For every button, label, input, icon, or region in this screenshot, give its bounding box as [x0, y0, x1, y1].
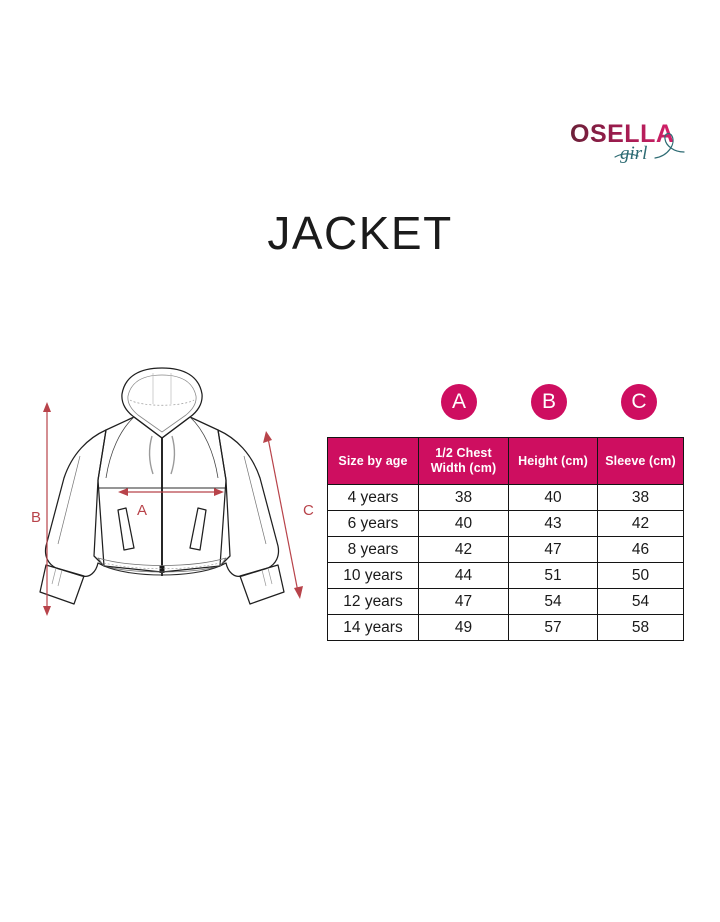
garment-illustration: B A C — [22, 360, 322, 650]
pocket-left — [117, 507, 135, 551]
measure-line-b — [43, 402, 51, 616]
cell-height: 40 — [508, 484, 598, 511]
sleeve-left — [44, 429, 107, 578]
cell-sleeve: 54 — [597, 588, 684, 615]
header-line: 1/2 Chest — [435, 446, 492, 460]
brand-script-girl: girl — [614, 133, 685, 164]
cell-sleeve: 58 — [597, 614, 684, 641]
page-title: JACKET — [267, 207, 453, 259]
hem-bottom — [103, 565, 221, 576]
cell-sleeve: 42 — [597, 510, 684, 537]
hood-lining — [127, 374, 197, 433]
measure-line-c — [263, 431, 303, 599]
header-height: Height (cm) — [508, 437, 598, 485]
measure-label-a: A — [137, 502, 147, 519]
measurement-badge-row: A B C — [327, 384, 683, 424]
table-row: 6 years 40 43 42 — [327, 510, 684, 537]
header-line: Sleeve (cm) — [605, 453, 676, 468]
badge-b: B — [531, 384, 567, 420]
cell-chest: 40 — [418, 510, 509, 537]
size-chart-table: Size by age 1/2 Chest Width (cm) Height … — [327, 437, 684, 641]
table-row: 12 years 47 54 54 — [327, 588, 684, 615]
cell-sleeve: 38 — [597, 484, 684, 511]
brand-wordmark: OSELLA — [570, 120, 674, 148]
jacket-flat-drawing — [39, 367, 285, 605]
table-header-row: Size by age 1/2 Chest Width (cm) Height … — [327, 437, 684, 485]
cell-chest: 44 — [418, 562, 509, 589]
hem-rib — [97, 557, 227, 573]
header-line: Width (cm) — [430, 461, 497, 475]
cell-height: 43 — [508, 510, 598, 537]
header-sleeve: Sleeve (cm) — [597, 437, 684, 485]
cell-sleeve: 46 — [597, 536, 684, 563]
cell-size: 8 years — [327, 536, 419, 563]
measure-label-c: C — [303, 502, 314, 519]
size-chart-table-wrap: Size by age 1/2 Chest Width (cm) Height … — [327, 437, 684, 641]
header-line: Size by age — [338, 453, 408, 468]
cell-height: 54 — [508, 588, 598, 615]
cuff-right — [239, 564, 285, 605]
pocket-right — [189, 507, 207, 551]
cell-size: 12 years — [327, 588, 419, 615]
badge-a: A — [441, 384, 477, 420]
measure-label-b: B — [31, 509, 41, 526]
cell-chest: 49 — [418, 614, 509, 641]
cell-chest: 47 — [418, 588, 509, 615]
cell-height: 47 — [508, 536, 598, 563]
sleeve-right — [217, 429, 280, 578]
brand-logo: OSELLA girl — [560, 112, 690, 174]
table-row: 14 years 49 57 58 — [327, 614, 684, 641]
table-row: 4 years 38 40 38 — [327, 484, 684, 511]
cell-sleeve: 50 — [597, 562, 684, 589]
cell-size: 14 years — [327, 614, 419, 641]
cuff-left — [39, 564, 85, 605]
cell-chest: 38 — [418, 484, 509, 511]
hood-seam — [129, 399, 195, 406]
measurement-arrows — [43, 402, 303, 616]
cell-size: 10 years — [327, 562, 419, 589]
drawstring-right — [170, 435, 176, 475]
cell-size: 6 years — [327, 510, 419, 537]
header-size-by-age: Size by age — [327, 437, 419, 485]
svg-text:girl: girl — [620, 143, 647, 164]
cell-chest: 42 — [418, 536, 509, 563]
measure-line-a — [118, 488, 224, 496]
zipper-pull — [159, 566, 165, 573]
cell-height: 57 — [508, 614, 598, 641]
header-line: Height (cm) — [518, 453, 588, 468]
table-row: 10 years 44 51 50 — [327, 562, 684, 589]
hood-outline — [121, 367, 203, 439]
cell-height: 51 — [508, 562, 598, 589]
header-chest-width: 1/2 Chest Width (cm) — [418, 437, 509, 485]
drawstring-left — [148, 435, 154, 475]
cell-size: 4 years — [327, 484, 419, 511]
badge-c: C — [621, 384, 657, 420]
table-row: 8 years 42 47 46 — [327, 536, 684, 563]
